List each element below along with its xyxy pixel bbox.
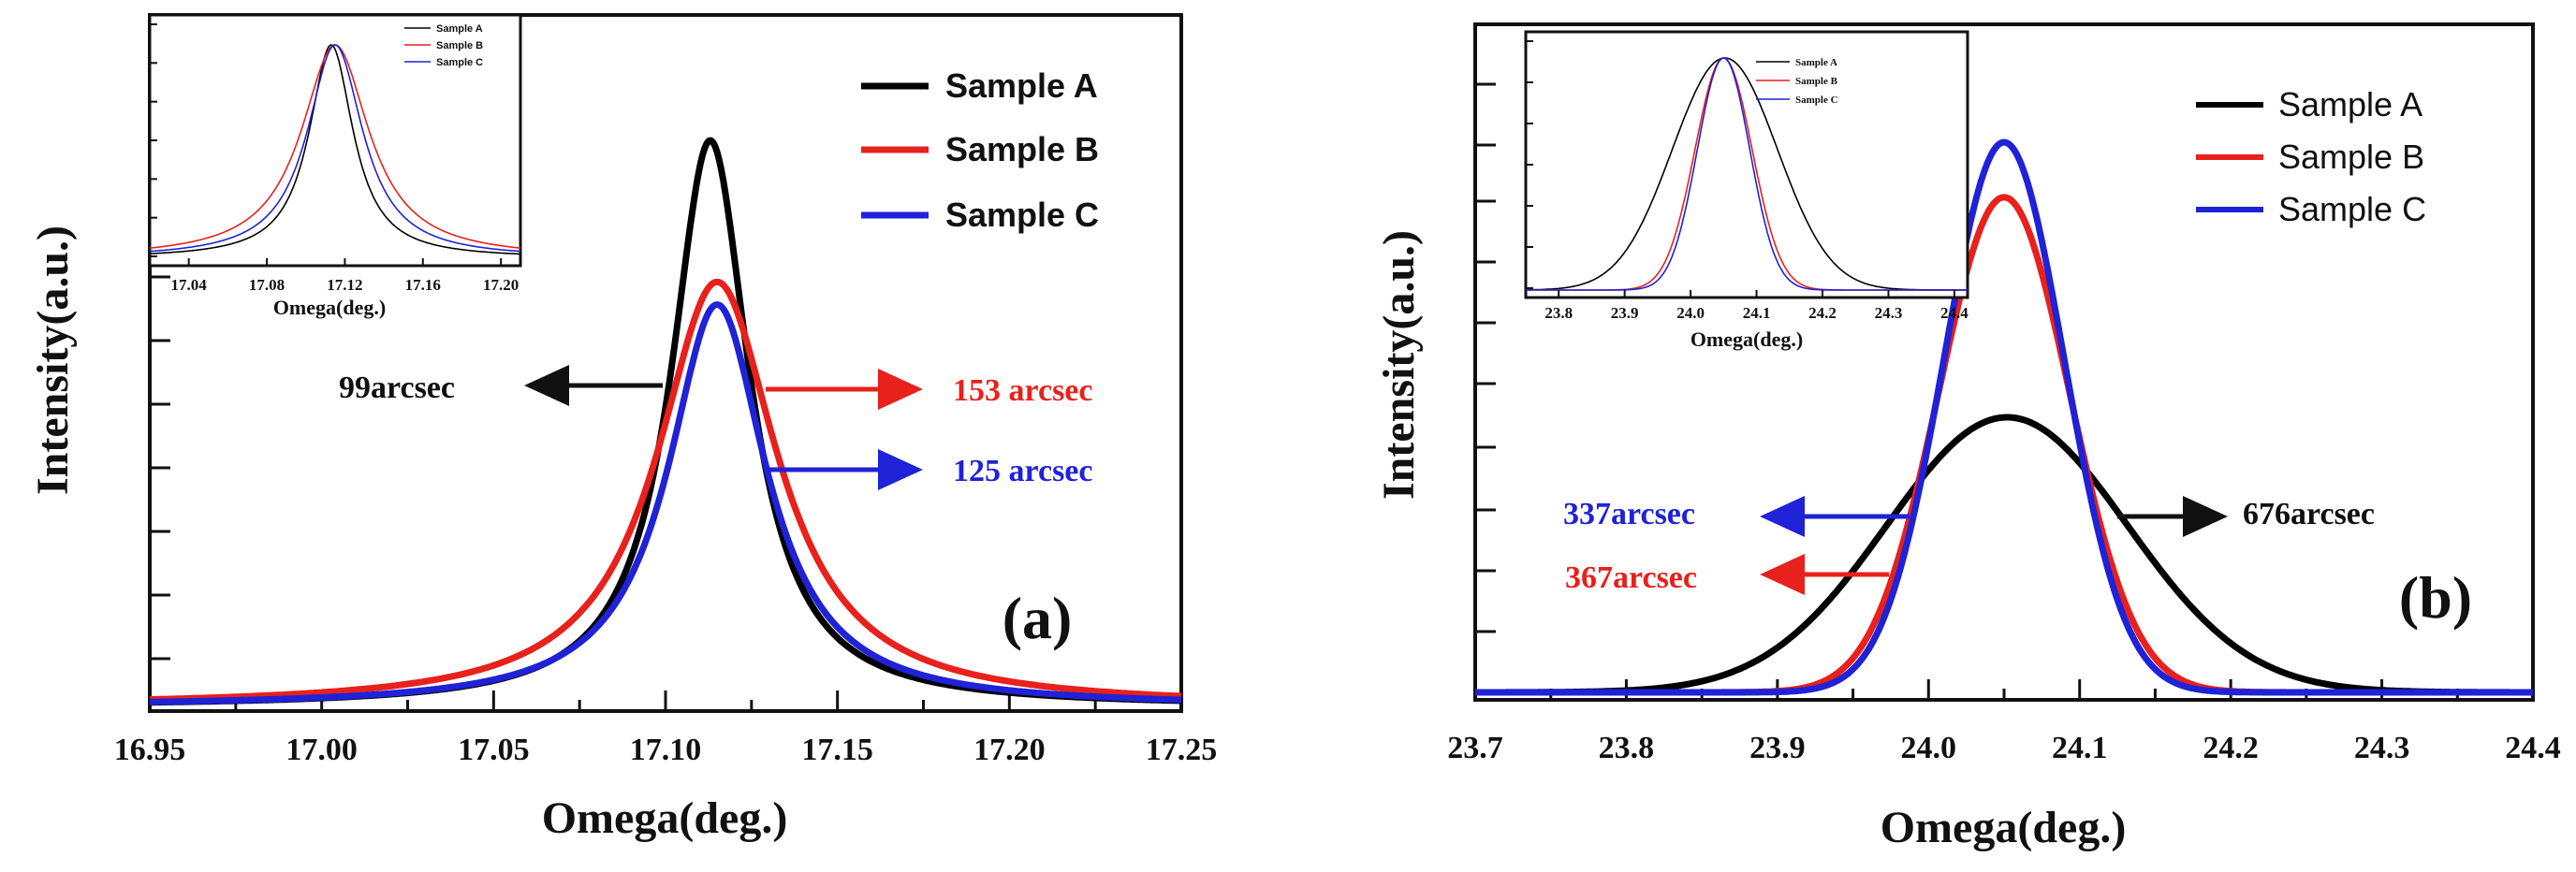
inset-x-tick-label: 17.08: [249, 276, 285, 294]
x-axis-title: Omega(deg.): [542, 793, 788, 843]
series-line-sample-c: [1473, 138, 2535, 696]
legend-label: Sample A: [2278, 85, 2422, 124]
inset-plot: 23.8 23.9 24.0 24.1 24.2 24.3 24.4 Omega(deg.) S…: [1524, 30, 1969, 351]
fwhm-annotation: 99arcsec: [339, 371, 455, 405]
annotation-arrow-head: [1760, 496, 1805, 537]
annotation-arrow-head: [2183, 496, 2228, 537]
inset-legend-label: Sample A: [436, 23, 483, 35]
inset-x-tick-label: 17.20: [483, 276, 519, 294]
inset-plot: 17.04 17.08 17.12 17.16 17.20 Omega(deg.) Samp…: [148, 13, 522, 319]
series-line-sample-c: [148, 301, 1183, 705]
inset-legend-label: Sample B: [1795, 76, 1838, 87]
inset-x-tick-label: 23.8: [1544, 304, 1573, 322]
panel-label: (a): [1003, 585, 1073, 651]
x-tick-label: 23.8: [1599, 731, 1655, 765]
inset-series-line: [149, 44, 521, 253]
x-tick-label: 24.1: [2052, 731, 2108, 765]
inset-x-tick-label: 17.12: [327, 276, 362, 294]
fwhm-annotation: 337arcsec: [1563, 497, 1695, 531]
y-axis-title: Intensity(a.u.): [1374, 230, 1424, 500]
x-tick-label: 17.05: [458, 733, 530, 767]
inset-x-tick-label: 24.4: [1940, 304, 1969, 322]
x-tick-label: 24.2: [2203, 731, 2259, 765]
inset-legend-label: Sample C: [1795, 94, 1838, 106]
x-axis-title: Omega(deg.): [1881, 803, 2127, 852]
inset-series-line: [1526, 57, 1968, 291]
inset-x-tick-label: 17.04: [171, 276, 208, 294]
panel-a: 16.95 17.00 17.05 17.10 17.15 17.20 17.25 Omega…: [28, 13, 1218, 843]
inset-x-axis-title: Omega(deg.): [1690, 327, 1803, 351]
x-tick-label: 24.4: [2505, 731, 2561, 765]
annotation-arrow-head: [878, 369, 923, 410]
y-axis-title: Intensity(a.u.): [28, 225, 78, 495]
x-tick-label: 23.9: [1749, 731, 1806, 765]
annotation-arrow-head: [1760, 554, 1805, 595]
inset-x-tick-label: 24.1: [1743, 304, 1771, 322]
inset-legend-label: Sample C: [436, 57, 483, 68]
legend-label: Sample C: [2278, 190, 2426, 228]
panel-label: (b): [2399, 564, 2472, 631]
legend-label: Sample B: [945, 130, 1099, 168]
series-line-sample-a: [1473, 414, 2535, 696]
legend-label: Sample A: [945, 66, 1098, 105]
x-tick-label: 16.95: [114, 733, 186, 767]
inset-frame: [1524, 30, 1969, 299]
inset-x-axis-title: Omega(deg.): [273, 296, 386, 319]
inset-x-tick-label: 24.2: [1808, 304, 1837, 322]
x-tick-label: 23.7: [1447, 731, 1503, 765]
annotation-arrow-head: [878, 449, 923, 490]
x-tick-label: 17.25: [1146, 733, 1218, 767]
legend-label: Sample B: [2278, 138, 2424, 176]
fwhm-annotation: 367arcsec: [1565, 560, 1697, 595]
legend-label: Sample C: [945, 196, 1099, 234]
inset-legend-label: Sample B: [436, 40, 483, 51]
x-tick-label: 17.20: [973, 733, 1046, 767]
x-tick-label: 17.00: [285, 733, 358, 767]
series-line-sample-b: [148, 278, 1183, 704]
inset-x-tick-label: 17.16: [405, 276, 441, 294]
inset-frame: [148, 13, 522, 268]
annotation-arrow-head: [524, 365, 569, 406]
inset-x-tick-label: 23.9: [1611, 304, 1639, 322]
x-tick-label: 17.15: [801, 733, 873, 767]
fwhm-annotation: 125 arcsec: [953, 454, 1092, 488]
x-tick-label: 17.10: [630, 733, 702, 767]
inset-x-tick-label: 24.3: [1875, 304, 1903, 322]
fwhm-annotation: 676arcsec: [2243, 497, 2375, 531]
inset-x-tick-label: 24.0: [1676, 304, 1705, 322]
inset-series-line: [1526, 57, 1968, 291]
x-tick-label: 24.3: [2354, 731, 2410, 765]
inset-series-line: [150, 44, 520, 255]
inset-legend-label: Sample A: [1795, 57, 1837, 68]
fwhm-annotation: 153 arcsec: [953, 373, 1092, 408]
panel-b: 23.7 23.8 23.9 24.0 24.1 24.2 24.3 24.4 Omega(de…: [1374, 22, 2561, 852]
x-tick-label: 24.0: [1901, 731, 1957, 765]
